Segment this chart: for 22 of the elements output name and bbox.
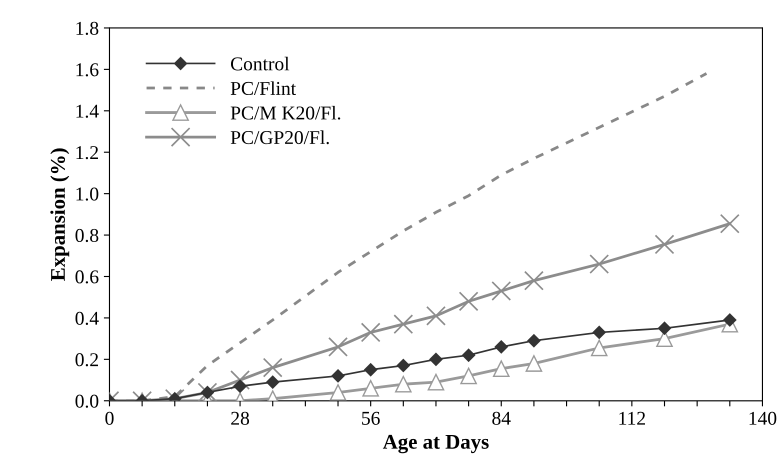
y-tick-label: 1.8 — [76, 22, 98, 35]
x-tick-label: 112 — [619, 412, 645, 425]
y-tick-label: 0.0 — [76, 394, 98, 408]
y-tick-label: 1.4 — [76, 104, 99, 118]
y-axis-title: Expansion (%) — [50, 148, 70, 281]
x-tick-label: 140 — [750, 412, 776, 425]
y-tick-label: 0.6 — [76, 270, 98, 284]
y-tick-label: 1.2 — [76, 146, 98, 160]
y-tick-label: 0.2 — [76, 353, 98, 366]
legend-label: PC/GP20/Fl. — [230, 130, 329, 144]
y-tick-label: 1.0 — [76, 187, 98, 201]
y-tick-label: 0.4 — [76, 312, 99, 325]
x-tick-label: 56 — [362, 412, 380, 425]
x-tick-label: 84 — [492, 412, 511, 425]
legend-label: PC/Flint — [230, 81, 296, 96]
legend-label: Control — [230, 56, 290, 70]
y-tick-label: 1.6 — [76, 63, 98, 76]
x-axis-title: Age at Days — [382, 434, 489, 454]
x-tick-label: 28 — [231, 412, 250, 425]
y-tick-label: 0.8 — [76, 228, 98, 242]
x-tick-label: 0 — [105, 412, 114, 425]
legend-label: PC/M K20/Fl. — [230, 106, 340, 120]
